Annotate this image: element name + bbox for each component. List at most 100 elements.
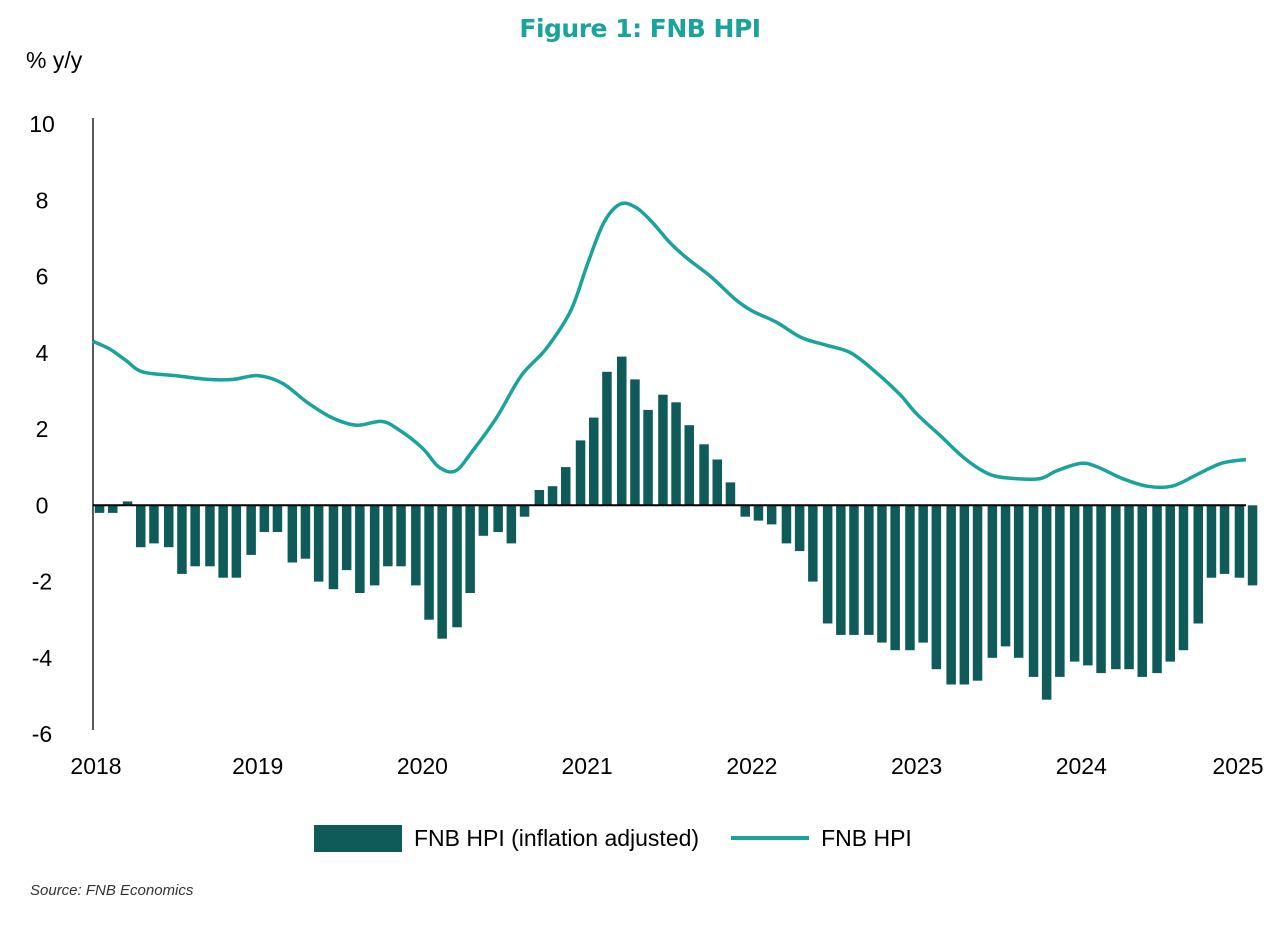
- y-tick-label: 6: [36, 264, 49, 290]
- bar-mark: [493, 505, 503, 532]
- bar-mark: [437, 505, 447, 639]
- bar-mark: [136, 505, 146, 548]
- bar-mark: [94, 505, 105, 513]
- bar-mark: [671, 402, 681, 506]
- y-tick-label: -2: [32, 569, 52, 595]
- bar-mark: [1041, 505, 1052, 700]
- legend-line-swatch: [731, 836, 810, 840]
- bar-mark: [411, 505, 421, 586]
- bar-mark: [643, 409, 653, 506]
- x-tick-label: 2018: [70, 753, 121, 779]
- bar-mark: [149, 505, 159, 544]
- bar-mark: [836, 505, 846, 635]
- chart-title: Figure 1: FNB HPI: [519, 14, 761, 43]
- bar-mark: [658, 394, 668, 506]
- bar-mark: [931, 505, 942, 670]
- bar-mark: [1000, 505, 1011, 647]
- bar-mark: [122, 501, 133, 506]
- legend-item-line: FNB HPI: [699, 825, 912, 852]
- bar-mark: [918, 505, 928, 643]
- bar-mark: [1165, 505, 1175, 662]
- y-tick-label: 2: [36, 416, 49, 442]
- bar-mark: [313, 505, 324, 582]
- bar-mark: [822, 505, 833, 624]
- y-axis-unit-label: % y/y: [26, 47, 83, 73]
- x-tick-label: 2025: [1212, 753, 1263, 779]
- line-series-fnb-hpi: [92, 201, 1247, 490]
- bar-mark: [383, 505, 393, 567]
- y-tick-label: 8: [36, 187, 49, 213]
- bar-mark: [561, 467, 571, 506]
- bar-mark: [369, 505, 380, 586]
- bar-mark: [877, 505, 887, 643]
- bar-mark: [959, 505, 970, 685]
- bar-mark: [452, 505, 462, 628]
- bar-mark: [1206, 505, 1217, 578]
- bar-mark: [328, 505, 339, 590]
- bar-mark: [1137, 505, 1147, 677]
- chart-legend: FNB HPI (inflation adjusted) FNB HPI: [314, 818, 912, 858]
- bar-mark: [259, 505, 270, 532]
- x-tick-label: 2021: [562, 753, 613, 779]
- bar-series-layer: [94, 356, 1258, 700]
- x-tick-label: 2019: [232, 753, 283, 779]
- legend-item-bar: FNB HPI (inflation adjusted): [314, 824, 700, 852]
- bar-mark: [630, 379, 640, 506]
- bar-mark: [1219, 505, 1230, 574]
- bar-mark: [1083, 505, 1093, 666]
- bar-mark: [794, 505, 805, 552]
- bar-mark: [987, 505, 998, 658]
- y-tick-label: -6: [32, 721, 52, 747]
- bar-mark: [108, 505, 118, 513]
- bar-mark: [766, 505, 777, 525]
- bar-mark: [424, 505, 434, 620]
- bar-mark: [849, 505, 859, 635]
- bar-mark: [218, 505, 228, 578]
- y-tick-label: -4: [32, 645, 53, 671]
- bar-mark: [164, 505, 174, 548]
- bar-mark: [1055, 505, 1065, 677]
- bar-mark: [478, 505, 489, 536]
- axes-layer: [92, 118, 1246, 730]
- bar-mark: [1111, 505, 1121, 670]
- x-ticks-layer: 2018 2019 2020 2021 2022 2023 2024 2025: [70, 753, 1263, 779]
- bar-mark: [864, 505, 874, 635]
- bar-mark: [519, 505, 530, 517]
- bar-mark: [946, 505, 956, 685]
- bar-mark: [396, 505, 406, 567]
- bar-mark: [740, 505, 750, 517]
- x-tick-label: 2020: [397, 753, 448, 779]
- bar-mark: [1178, 505, 1189, 651]
- y-tick-label: 10: [29, 111, 55, 137]
- legend-line-label: FNB HPI: [821, 824, 912, 851]
- bar-mark: [355, 505, 365, 593]
- bar-mark: [205, 505, 215, 567]
- bar-mark: [905, 505, 915, 651]
- bar-mark: [272, 505, 283, 532]
- bar-mark: [547, 486, 558, 506]
- bar-mark: [1069, 505, 1080, 662]
- bar-mark: [602, 371, 612, 506]
- bar-mark: [300, 505, 311, 559]
- legend-bar-label: FNB HPI (inflation adjusted): [414, 824, 700, 851]
- bar-mark: [465, 505, 475, 593]
- bar-mark: [534, 490, 545, 506]
- bar-mark: [575, 440, 586, 506]
- bar-mark: [1096, 505, 1106, 674]
- bar-mark: [341, 505, 352, 571]
- bar-mark: [617, 356, 627, 506]
- bar-mark: [1152, 505, 1162, 674]
- bar-mark: [506, 505, 517, 544]
- bar-mark: [246, 505, 256, 555]
- bar-mark: [699, 444, 709, 506]
- bar-mark: [753, 505, 764, 521]
- x-tick-label: 2023: [891, 753, 942, 779]
- bar-mark: [808, 505, 818, 582]
- bar-mark: [1193, 505, 1203, 624]
- bar-mark: [177, 505, 187, 574]
- line-series-layer: [92, 201, 1247, 490]
- x-tick-label: 2022: [726, 753, 777, 779]
- y-tick-label: 4: [36, 340, 49, 366]
- x-tick-label: 2024: [1056, 753, 1107, 779]
